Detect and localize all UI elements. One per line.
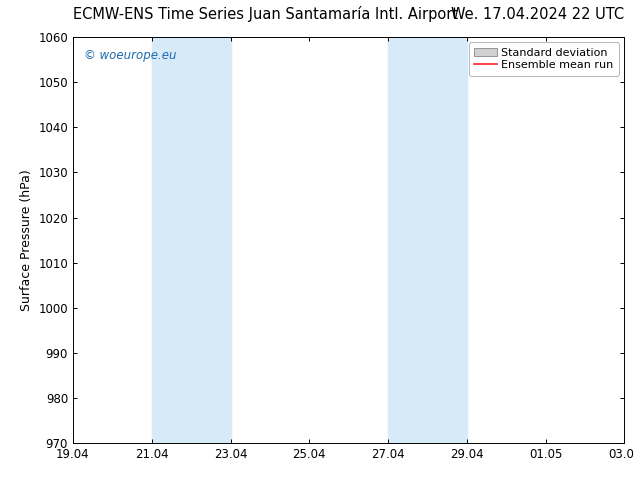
Text: We. 17.04.2024 22 UTC: We. 17.04.2024 22 UTC: [451, 7, 624, 22]
Legend: Standard deviation, Ensemble mean run: Standard deviation, Ensemble mean run: [469, 42, 619, 75]
Y-axis label: Surface Pressure (hPa): Surface Pressure (hPa): [20, 169, 33, 311]
Bar: [152, 37, 231, 443]
Text: © woeurope.eu: © woeurope.eu: [84, 49, 176, 62]
Text: ECMW-ENS Time Series Juan Santamaría Intl. Airport: ECMW-ENS Time Series Juan Santamaría Int…: [73, 6, 458, 22]
Bar: [388, 37, 467, 443]
